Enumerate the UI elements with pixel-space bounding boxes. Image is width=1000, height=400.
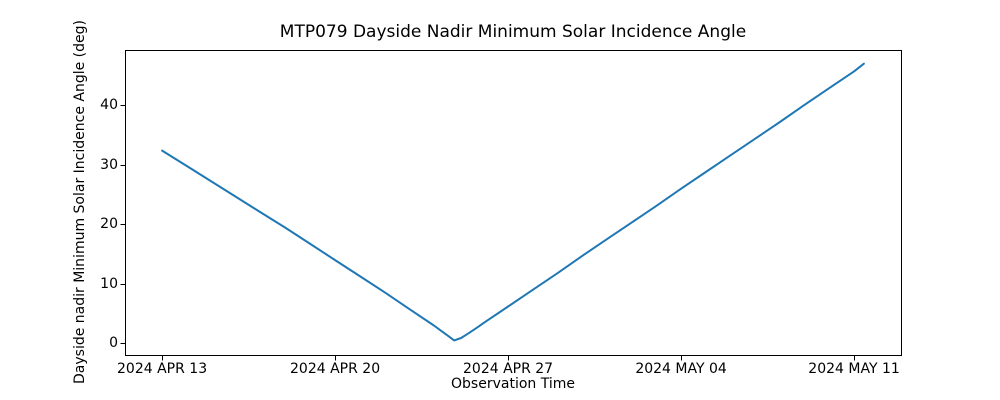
data-line xyxy=(161,62,865,342)
y-tick-label: 10 xyxy=(100,275,118,292)
x-tick-label: 2024 APR 20 xyxy=(290,361,381,377)
y-tick-label: 40 xyxy=(100,97,118,114)
y-axis-label: Dayside nadir Minimum Solar Incidence An… xyxy=(72,20,88,384)
y-tick-label: 30 xyxy=(100,156,118,173)
x-axis-label: Observation Time xyxy=(451,376,575,392)
x-tick-label: 2024 MAY 04 xyxy=(635,361,727,377)
y-tick-label: 20 xyxy=(100,216,118,233)
chart-title: MTP079 Dayside Nadir Minimum Solar Incid… xyxy=(279,22,747,42)
y-tick-label: 0 xyxy=(109,335,118,352)
x-tick-label: 2024 APR 13 xyxy=(117,361,208,377)
x-tick-label: 2024 APR 27 xyxy=(463,361,554,377)
axes-frame xyxy=(125,50,902,356)
x-tick-label: 2024 MAY 11 xyxy=(808,361,900,377)
